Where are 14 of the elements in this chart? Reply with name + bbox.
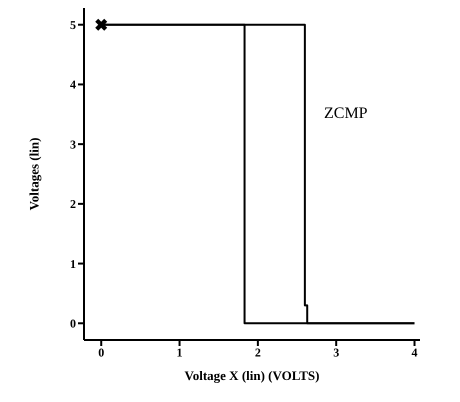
y-tick-label: 2	[70, 197, 76, 212]
x-tick-label: 2	[254, 346, 261, 360]
x-tick-label: 1	[176, 346, 183, 360]
y-tick-label: 5	[70, 18, 76, 32]
series-label: ZCMP	[324, 105, 368, 123]
y-tick-label: 1	[70, 256, 76, 271]
x-axis-title: Voltage X (lin) (VOLTS)	[184, 368, 320, 383]
x-tick-label: 3	[333, 346, 340, 360]
x-tick-label: 0	[98, 346, 104, 360]
x-tick-label: 4	[412, 346, 418, 360]
y-tick-label: 4	[70, 78, 76, 92]
y-tick-label: 3	[70, 137, 76, 152]
y-tick-label: 0	[70, 316, 76, 331]
y-axis-title: Voltages (lin)	[26, 138, 42, 210]
